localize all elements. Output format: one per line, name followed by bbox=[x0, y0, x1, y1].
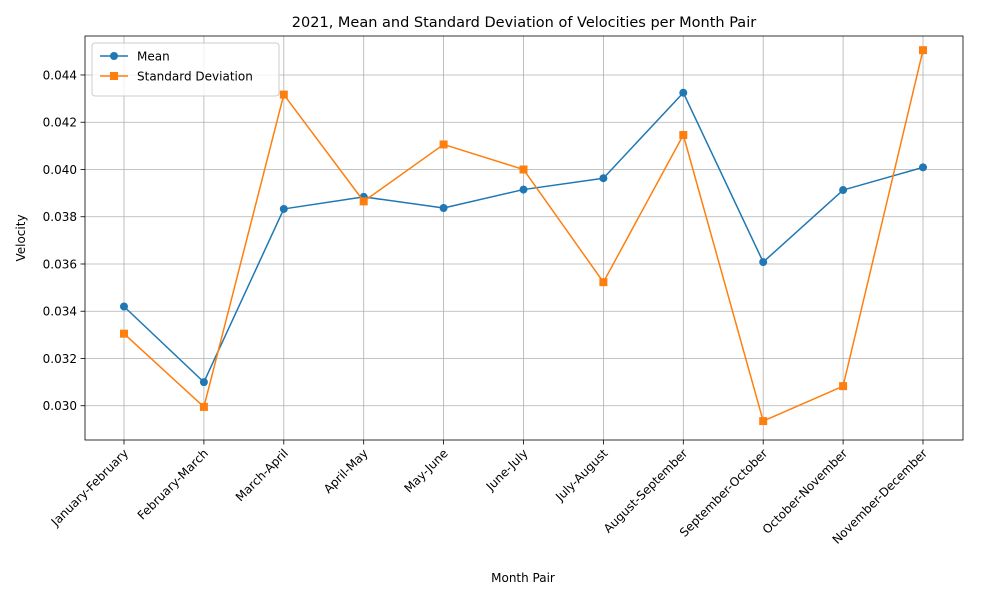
y-tick-label: 0.036 bbox=[43, 257, 77, 271]
data-point-mean bbox=[599, 174, 608, 183]
data-point-mean bbox=[759, 258, 768, 267]
data-point-mean bbox=[919, 163, 927, 172]
legend-marker-standard-deviation bbox=[110, 72, 118, 80]
y-tick-label: 0.034 bbox=[43, 305, 77, 319]
data-point-standard-deviation bbox=[279, 90, 288, 99]
data-point-standard-deviation bbox=[519, 165, 528, 174]
data-point-standard-deviation bbox=[839, 382, 848, 391]
data-point-mean bbox=[279, 204, 288, 213]
data-point-mean bbox=[120, 302, 128, 311]
data-point-mean bbox=[839, 186, 848, 195]
data-point-mean bbox=[439, 203, 448, 212]
legend-label-standard-deviation: Standard Deviation bbox=[137, 70, 253, 84]
y-tick-label: 0.044 bbox=[43, 68, 77, 82]
y-tick-label: 0.030 bbox=[43, 399, 77, 413]
data-point-standard-deviation bbox=[199, 402, 208, 411]
data-point-mean bbox=[199, 378, 208, 387]
grid-lines bbox=[85, 36, 963, 440]
legend-marker-mean bbox=[110, 52, 118, 60]
y-tick-label: 0.042 bbox=[43, 116, 77, 130]
series-layer bbox=[120, 46, 927, 426]
data-point-standard-deviation bbox=[919, 46, 927, 55]
chart-title: 2021, Mean and Standard Deviation of Vel… bbox=[292, 15, 756, 31]
data-point-standard-deviation bbox=[759, 417, 768, 426]
y-tick-label: 0.032 bbox=[43, 352, 77, 366]
y-tick-label: 0.040 bbox=[43, 163, 77, 177]
data-point-standard-deviation bbox=[359, 197, 368, 206]
data-point-mean bbox=[519, 185, 528, 194]
y-tick-label: 0.038 bbox=[43, 210, 77, 224]
plot-frame bbox=[84, 35, 964, 441]
data-point-standard-deviation bbox=[599, 278, 608, 287]
x-axis-label: Month Pair bbox=[491, 571, 555, 585]
data-point-standard-deviation bbox=[679, 130, 688, 139]
legend-label-mean: Mean bbox=[137, 50, 170, 64]
data-point-mean bbox=[679, 88, 688, 97]
data-point-standard-deviation bbox=[439, 140, 448, 149]
legend: Mean Standard Deviation bbox=[91, 42, 280, 97]
y-axis-label: Velocity bbox=[14, 214, 28, 261]
legend-box bbox=[91, 42, 280, 97]
data-point-standard-deviation bbox=[120, 329, 128, 338]
